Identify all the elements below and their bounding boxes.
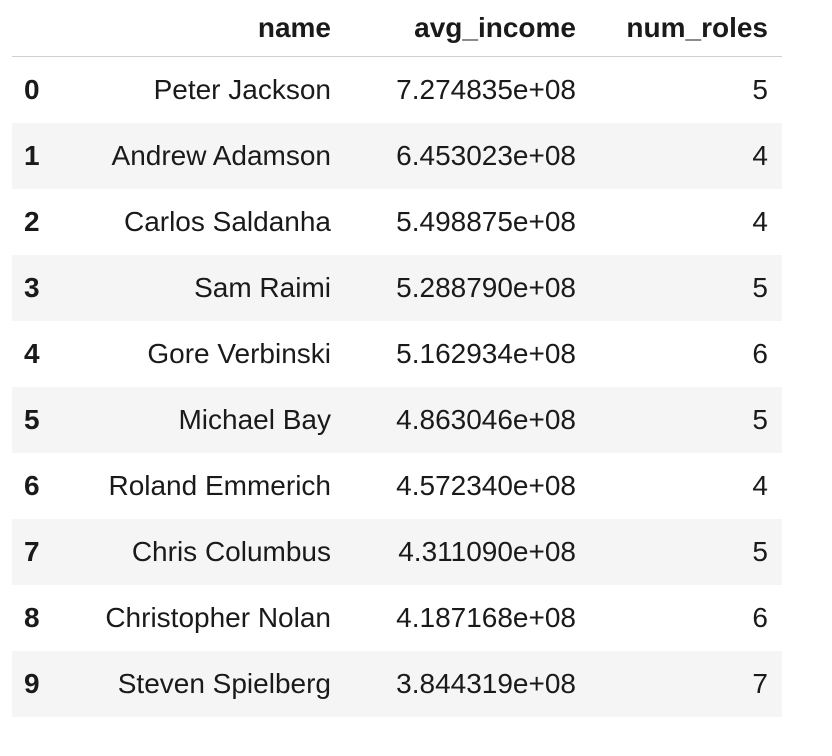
- row-index: 6: [24, 469, 40, 501]
- name-cell: Christopher Nolan: [105, 601, 331, 633]
- dataframe-table: name avg_income num_roles 0 Peter Jackso…: [12, 0, 782, 717]
- name-cell: Michael Bay: [178, 403, 331, 435]
- avg-income-cell: 3.844319e+08: [396, 667, 576, 699]
- row-index: 9: [24, 667, 40, 699]
- table-row: 3 Sam Raimi 5.288790e+08 5: [12, 254, 782, 321]
- avg-income-cell: 7.274835e+08: [396, 73, 576, 105]
- num-roles-cell: 5: [752, 271, 768, 303]
- row-index: 0: [24, 73, 40, 105]
- num-roles-cell: 5: [752, 403, 768, 435]
- num-roles-cell: 6: [752, 601, 768, 633]
- table-row: 9 Steven Spielberg 3.844319e+08 7: [12, 650, 782, 717]
- num-roles-cell: 4: [752, 205, 768, 237]
- table-row: 6 Roland Emmerich 4.572340e+08 4: [12, 453, 782, 519]
- num-roles-cell: 5: [752, 73, 768, 105]
- avg-income-cell: 4.187168e+08: [396, 601, 576, 633]
- name-cell: Steven Spielberg: [117, 667, 331, 699]
- table-row: 1 Andrew Adamson 6.453023e+08 4: [12, 122, 782, 189]
- table-row: 0 Peter Jackson 7.274835e+08 5: [12, 57, 782, 123]
- row-index: 3: [24, 271, 40, 303]
- table-row: 7 Chris Columbus 4.311090e+08 5: [12, 518, 782, 585]
- dataframe-output: name avg_income num_roles 0 Peter Jackso…: [12, 0, 782, 717]
- column-header-avg-income: avg_income: [345, 0, 590, 57]
- num-roles-cell: 7: [752, 667, 768, 699]
- row-index: 8: [24, 601, 40, 633]
- column-header-name: name: [72, 0, 345, 57]
- index-header: [12, 0, 72, 57]
- num-roles-cell: 6: [752, 337, 768, 369]
- name-cell: Chris Columbus: [131, 535, 331, 567]
- num-roles-cell: 4: [752, 139, 768, 171]
- table-row: 2 Carlos Saldanha 5.498875e+08 4: [12, 189, 782, 255]
- avg-income-cell: 4.311090e+08: [398, 535, 576, 567]
- name-cell: Roland Emmerich: [108, 469, 331, 501]
- avg-income-cell: 4.572340e+08: [396, 469, 576, 501]
- avg-income-cell: 4.863046e+08: [396, 403, 576, 435]
- row-index: 2: [24, 205, 40, 237]
- row-index: 7: [24, 535, 40, 567]
- table-row: 5 Michael Bay 4.863046e+08 5: [12, 386, 782, 453]
- num-roles-cell: 5: [752, 535, 768, 567]
- header-row: name avg_income num_roles: [12, 0, 782, 57]
- row-index: 5: [24, 403, 40, 435]
- table-row: 8 Christopher Nolan 4.187168e+08 6: [12, 585, 782, 651]
- name-cell: Carlos Saldanha: [123, 205, 331, 237]
- row-index: 4: [24, 337, 40, 369]
- avg-income-cell: 5.498875e+08: [396, 205, 576, 237]
- name-cell: Peter Jackson: [153, 73, 331, 105]
- avg-income-cell: 5.162934e+08: [396, 337, 576, 369]
- avg-income-cell: 6.453023e+08: [396, 139, 576, 171]
- name-cell: Gore Verbinski: [147, 337, 331, 369]
- row-index: 1: [24, 139, 40, 171]
- column-header-num-roles: num_roles: [590, 0, 782, 57]
- name-cell: Sam Raimi: [194, 271, 331, 303]
- num-roles-cell: 4: [752, 469, 768, 501]
- avg-income-cell: 5.288790e+08: [396, 271, 576, 303]
- table-row: 4 Gore Verbinski 5.162934e+08 6: [12, 321, 782, 387]
- name-cell: Andrew Adamson: [111, 139, 331, 171]
